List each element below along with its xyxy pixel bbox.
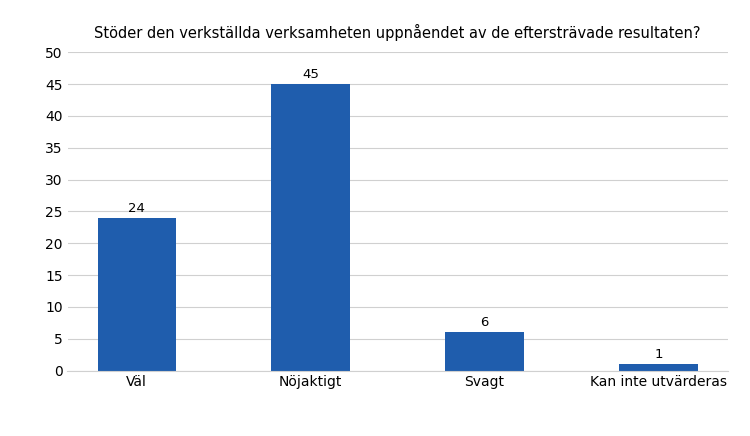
Title: Stöder den verkställda verksamheten uppnåendet av de eftersträvade resultaten?: Stöder den verkställda verksamheten uppn… <box>94 24 700 41</box>
Text: 24: 24 <box>128 201 145 215</box>
Bar <box>272 84 350 371</box>
Text: 1: 1 <box>654 348 662 361</box>
Bar <box>98 218 176 371</box>
Bar <box>446 332 524 371</box>
Text: 6: 6 <box>480 316 489 329</box>
Text: 45: 45 <box>302 68 319 81</box>
Bar <box>620 364 698 371</box>
